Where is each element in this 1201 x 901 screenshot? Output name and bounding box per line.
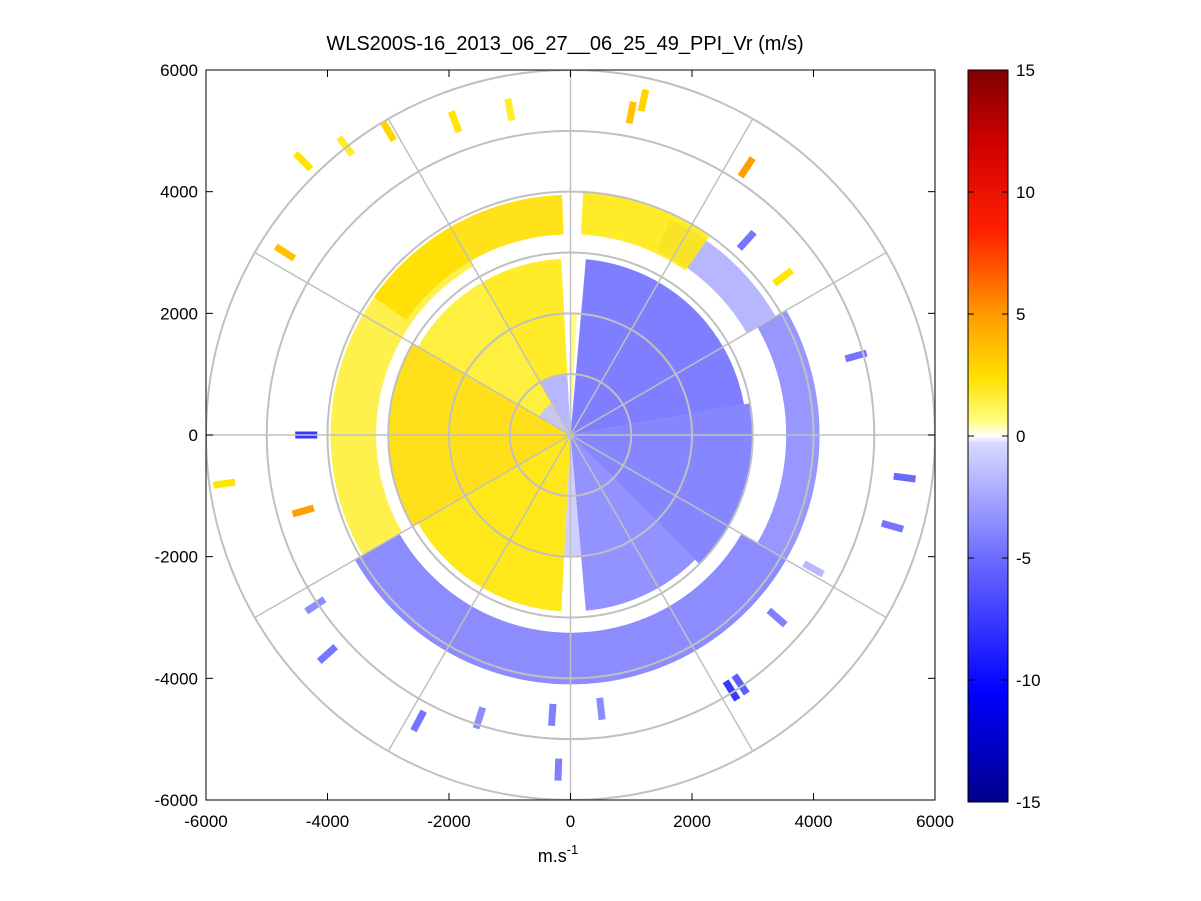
colorbar-tick-label: -15 xyxy=(1016,793,1041,812)
velocity-sector xyxy=(417,435,571,612)
velocity-gate xyxy=(554,758,563,781)
velocity-sector xyxy=(570,403,753,565)
velocity-gate xyxy=(772,267,795,287)
velocity-gate xyxy=(447,110,463,134)
chart-title: WLS200S-16_2013_06_27__06_25_49_PPI_Vr (… xyxy=(326,33,803,55)
velocity-gate xyxy=(410,709,427,733)
velocity-sector xyxy=(540,374,571,435)
azimuth-spoke xyxy=(387,434,572,752)
azimuth-spoke xyxy=(569,434,754,752)
colorbar-tick-label: -10 xyxy=(1016,671,1041,690)
colorbar-tick-label: 5 xyxy=(1016,305,1025,324)
velocity-gate xyxy=(637,88,650,112)
velocity-gate xyxy=(336,135,356,157)
velocity-gate xyxy=(844,349,868,363)
y-tick-label: -6000 xyxy=(155,791,198,810)
y-tick-label: 6000 xyxy=(160,61,198,80)
velocity-gate xyxy=(731,673,750,696)
velocity-sector xyxy=(482,258,568,383)
azimuth-spoke xyxy=(570,434,887,619)
x-axis-label: m.s-1 xyxy=(538,842,579,866)
colorbar-tick-label: 15 xyxy=(1016,61,1035,80)
azimuth-spoke xyxy=(254,251,571,436)
y-tick-labels: 6000 4000 2000 0 -2000 -4000 -6000 xyxy=(155,61,198,810)
x-tick-label: -6000 xyxy=(184,812,227,831)
azimuth-spoke xyxy=(254,434,571,619)
velocity-gate xyxy=(880,519,905,533)
velocity-gate xyxy=(766,607,788,628)
velocity-gate xyxy=(316,644,339,664)
velocity-sector xyxy=(354,533,787,685)
axis-ticks xyxy=(205,69,936,801)
x-tick-label: 4000 xyxy=(795,812,833,831)
x-tick-label: 0 xyxy=(566,812,575,831)
velocity-gate xyxy=(293,150,314,172)
velocity-gate xyxy=(504,98,516,121)
velocity-gate xyxy=(893,472,916,483)
velocity-gate xyxy=(548,703,557,727)
y-tick-label: 0 xyxy=(189,426,198,445)
velocity-gate xyxy=(802,560,825,578)
azimuth-spoke xyxy=(570,251,887,436)
velocity-sector xyxy=(538,403,571,435)
y-tick-label: -2000 xyxy=(155,548,198,567)
x-tick-label: -2000 xyxy=(427,812,470,831)
colorbar-tick-label: 10 xyxy=(1016,183,1035,202)
velocity-gate xyxy=(273,243,297,262)
velocity-gate xyxy=(212,478,236,489)
y-tick-label: 2000 xyxy=(160,304,198,323)
azimuth-spoke xyxy=(569,118,754,436)
colorbar-tick-label: -5 xyxy=(1016,549,1031,568)
velocity-gate xyxy=(304,596,327,615)
x-tick-labels: -6000 -4000 -2000 0 2000 4000 6000 xyxy=(184,812,954,831)
x-tick-label: 2000 xyxy=(673,812,711,831)
velocity-gate xyxy=(596,697,606,721)
velocity-gate xyxy=(625,101,637,125)
colorbar-tick-label: 0 xyxy=(1016,427,1025,446)
colorbar xyxy=(967,69,1009,803)
azimuth-spoke xyxy=(387,118,572,436)
polar-grid xyxy=(206,70,935,800)
x-tick-label: -4000 xyxy=(306,812,349,831)
velocity-sector xyxy=(417,282,571,435)
velocity-sector xyxy=(570,435,696,611)
y-tick-label: 4000 xyxy=(160,183,198,202)
velocity-gate xyxy=(736,229,757,251)
velocity-gate xyxy=(737,156,756,179)
velocity-sector xyxy=(330,226,474,556)
colorbar-ticks: 15 10 5 0 -5 -10 -15 xyxy=(968,61,1041,812)
velocity-gate xyxy=(291,504,315,518)
x-tick-label: 6000 xyxy=(916,812,954,831)
y-tick-label: -4000 xyxy=(155,669,198,688)
velocity-gate xyxy=(722,679,741,702)
velocity-sector xyxy=(580,192,710,271)
velocity-gate xyxy=(379,119,397,143)
